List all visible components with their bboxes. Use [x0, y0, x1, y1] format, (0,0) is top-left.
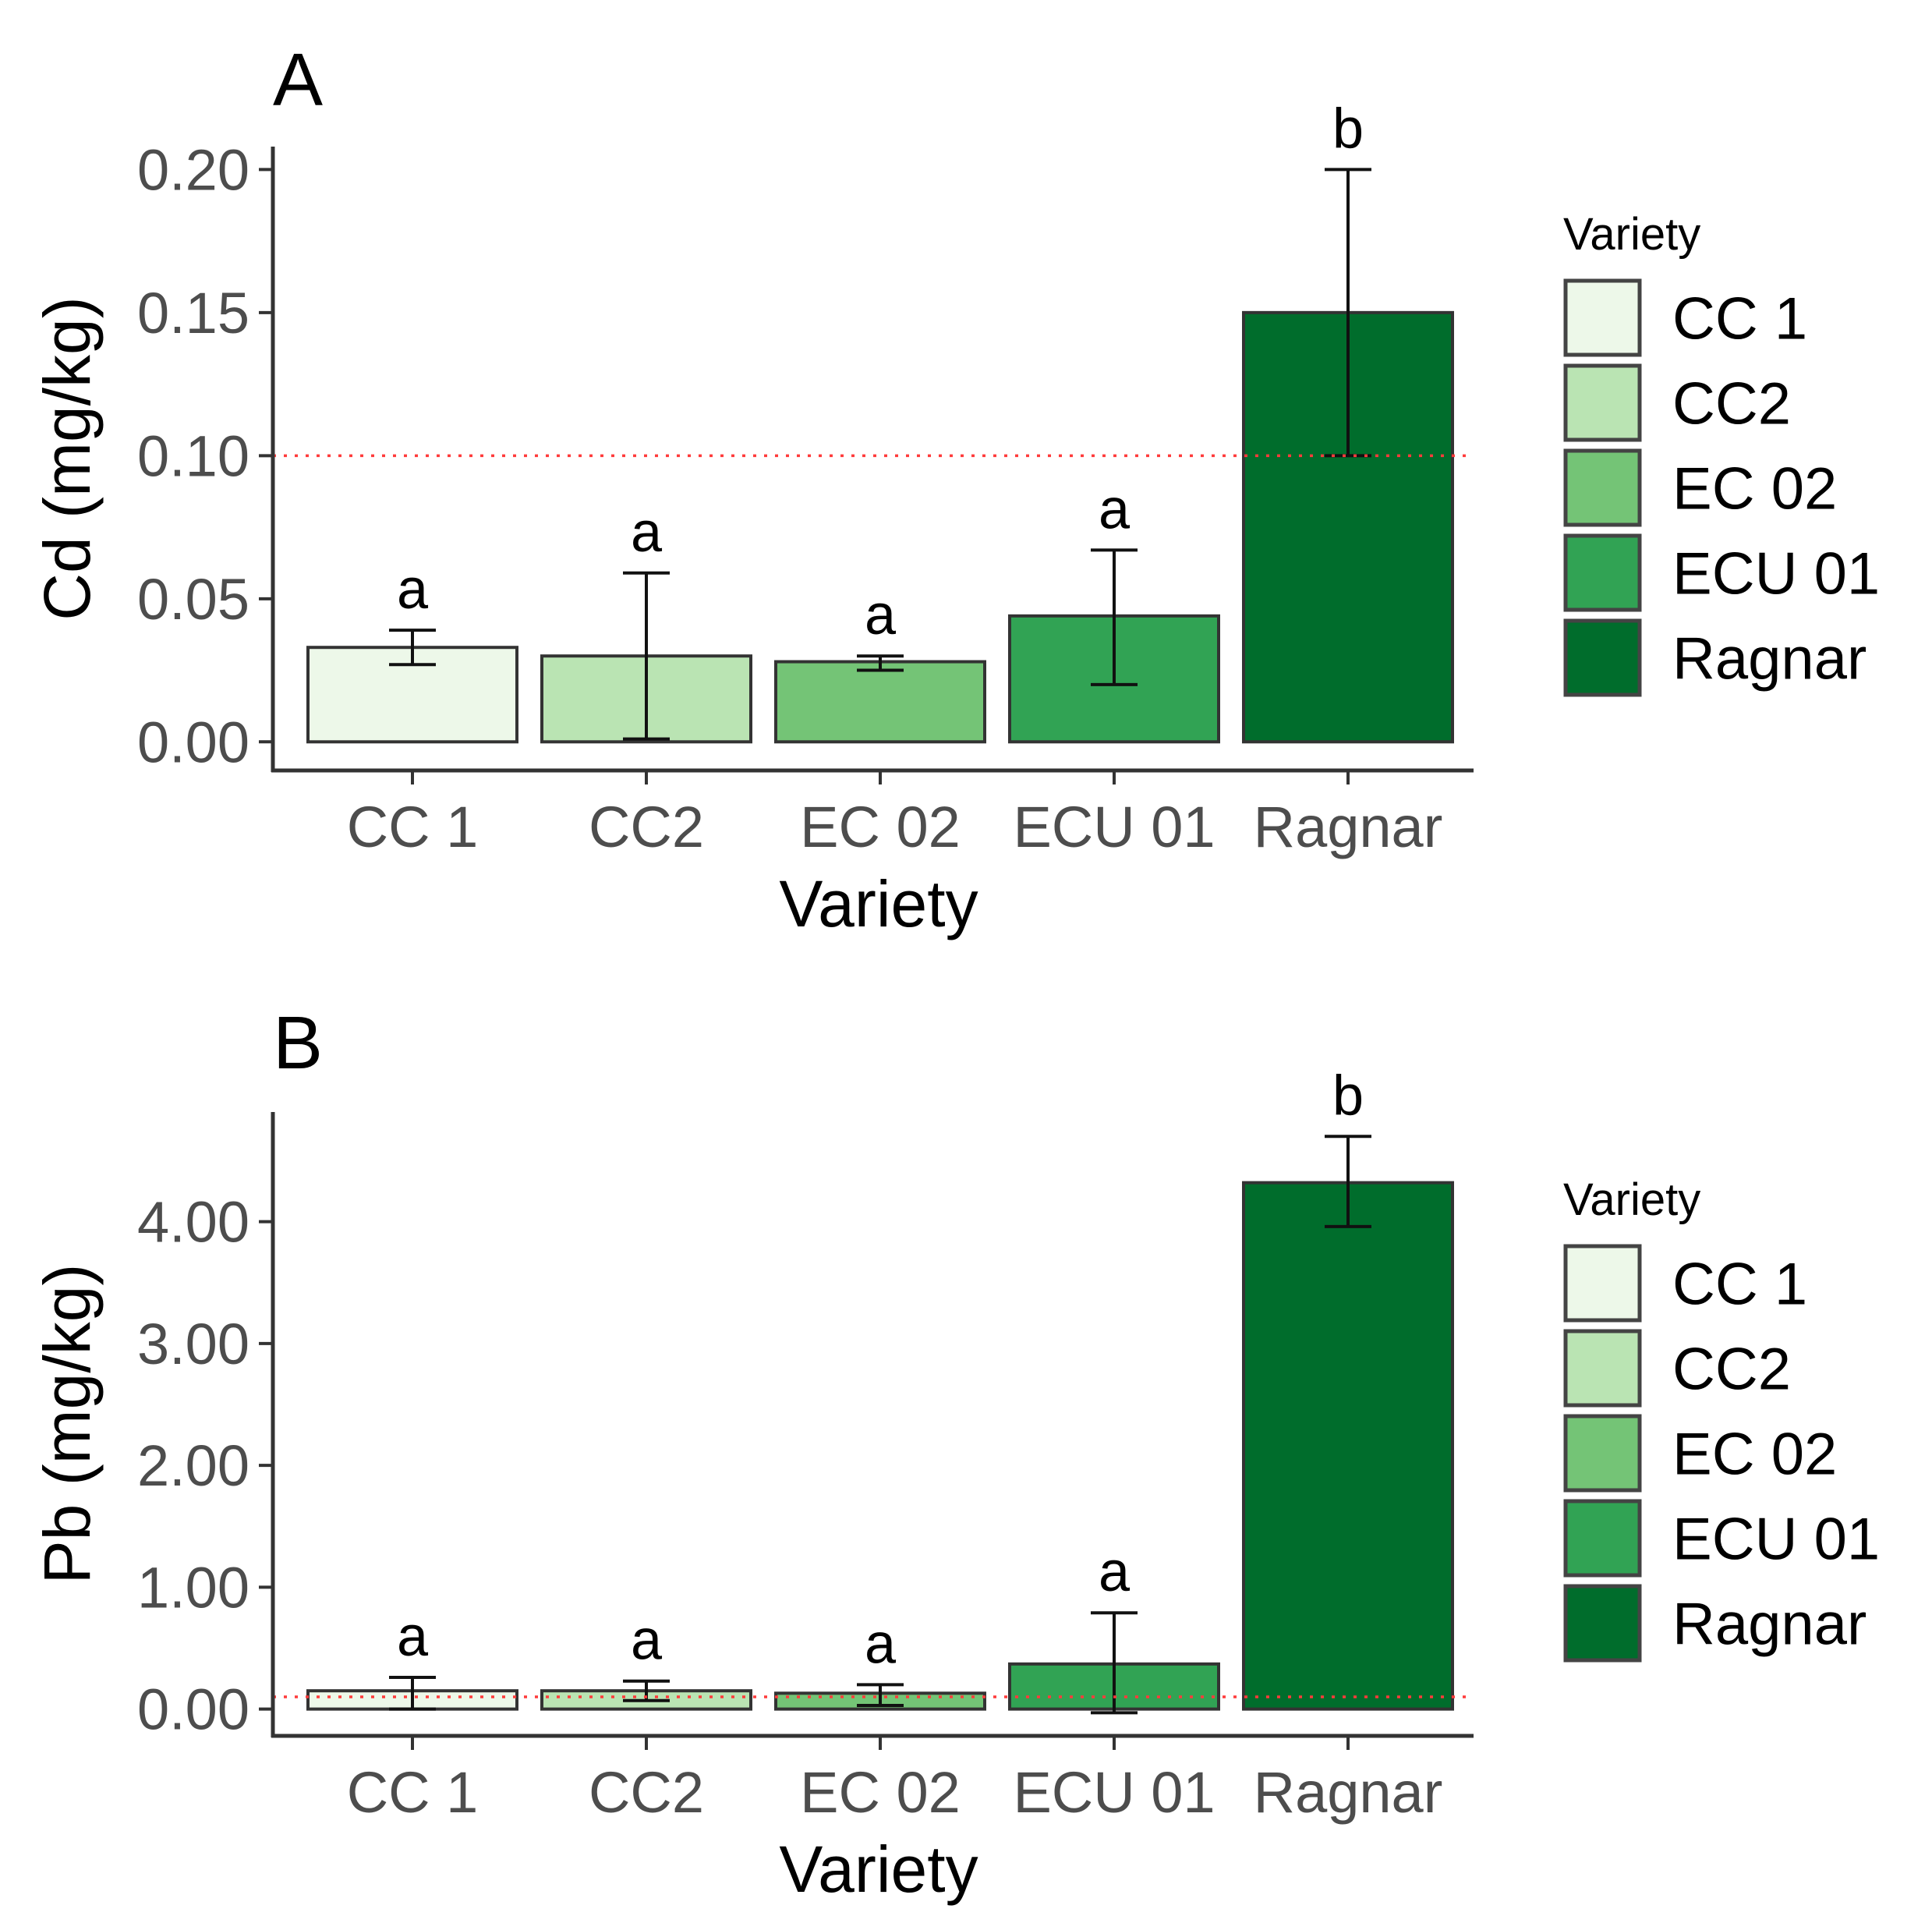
x-tick-label: CC 1 [347, 1760, 479, 1825]
legend: Variety CC 1 CC2 EC 02 ECU 01 Ragnar [1563, 209, 1880, 697]
legend-swatch [1563, 278, 1642, 357]
significance-label: a [397, 1606, 429, 1668]
legend-swatch [1563, 448, 1642, 527]
x-tick-label: CC2 [589, 795, 704, 859]
legend-swatch [1563, 1244, 1642, 1323]
x-tick-label: CC 1 [347, 795, 479, 859]
legend-label: Ragnar [1672, 626, 1867, 692]
legend-title: Variety [1563, 209, 1700, 260]
x-tick-label: ECU 01 [1013, 1760, 1215, 1825]
legend-label: Ragnar [1672, 1592, 1867, 1658]
bar [1242, 1181, 1454, 1711]
significance-label: a [865, 584, 897, 646]
legend-label: CC 1 [1672, 286, 1807, 352]
x-tick-label: Ragnar [1254, 795, 1443, 859]
legend-swatch [1563, 618, 1642, 697]
bar [774, 660, 986, 744]
panel-label: A [273, 38, 323, 122]
x-axis-title: Variety [779, 867, 978, 940]
legend-swatch [1563, 363, 1642, 442]
significance-label: a [397, 558, 429, 621]
y-tick-label: 3.00 [137, 1312, 249, 1376]
significance-label: b [1332, 1064, 1364, 1127]
y-tick-label: 0.05 [137, 567, 249, 632]
y-axis-title: Cd (mg/kg) [30, 296, 104, 620]
chart-panel-a: A 0.00 0.05 0.10 0.15 0.20 a CC 1 a CC2 a EC 02 a ECU… [30, 38, 1880, 940]
y-tick-label: 2.00 [137, 1433, 249, 1498]
legend-label: ECU 01 [1672, 1507, 1880, 1573]
legend: Variety CC 1 CC2 EC 02 ECU 01 Ragnar [1563, 1174, 1880, 1663]
legend-label: CC2 [1672, 1337, 1791, 1403]
y-tick-label: 0.20 [137, 137, 249, 202]
legend-label: CC 1 [1672, 1252, 1807, 1318]
x-tick-label: CC2 [589, 1760, 704, 1825]
x-tick-label: EC 02 [800, 795, 961, 859]
y-tick-label: 0.10 [137, 423, 249, 488]
legend-label: ECU 01 [1672, 541, 1880, 607]
significance-label: a [1099, 1541, 1131, 1603]
y-tick-label: 0.00 [137, 710, 249, 774]
legend-label: EC 02 [1672, 456, 1837, 522]
significance-label: a [631, 501, 663, 564]
legend-title: Variety [1563, 1174, 1700, 1225]
significance-label: a [1099, 478, 1131, 540]
x-axis-title: Variety [779, 1833, 978, 1906]
x-tick-label: EC 02 [800, 1760, 961, 1825]
y-tick-label: 4.00 [137, 1190, 249, 1255]
y-tick-label: 0.15 [137, 281, 249, 345]
panel-label: B [273, 1001, 323, 1085]
legend-swatch [1563, 1584, 1642, 1663]
legend-label: CC2 [1672, 371, 1791, 437]
y-axis-title: Pb (mg/kg) [30, 1264, 104, 1585]
chart-panel-b: B 0.00 1.00 2.00 3.00 4.00 a CC 1 a CC2 a EC 02 a ECU… [30, 1001, 1880, 1906]
legend-swatch [1563, 1499, 1642, 1578]
y-tick-label: 1.00 [137, 1555, 249, 1620]
legend-swatch [1563, 1414, 1642, 1493]
legend-swatch [1563, 533, 1642, 612]
significance-label: a [865, 1613, 897, 1675]
legend-label: EC 02 [1672, 1422, 1837, 1488]
y-tick-label: 0.00 [137, 1677, 249, 1742]
x-tick-label: Ragnar [1254, 1760, 1443, 1825]
significance-label: b [1332, 97, 1364, 160]
legend-swatch [1563, 1329, 1642, 1408]
x-tick-label: ECU 01 [1013, 795, 1215, 859]
significance-label: a [631, 1610, 663, 1672]
